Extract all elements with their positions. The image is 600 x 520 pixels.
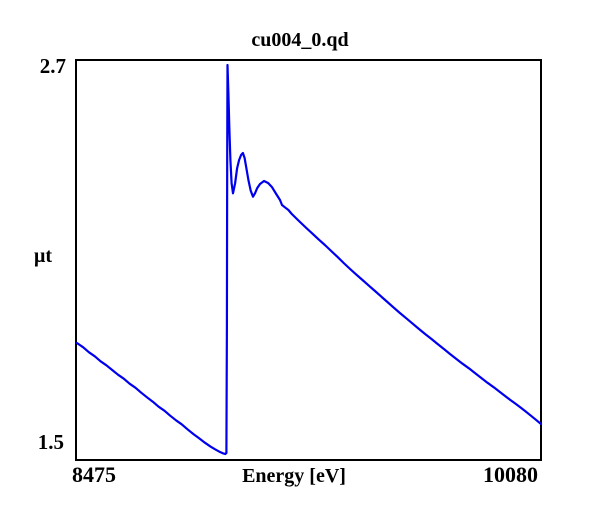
y-axis-title: μt <box>34 245 52 267</box>
y-axis-min-label: 1.5 <box>37 430 64 454</box>
chart-title: cu004_0.qd <box>251 29 349 51</box>
x-axis-max-label: 10080 <box>483 462 538 487</box>
x-axis-title: Energy [eV] <box>242 465 346 487</box>
y-axis-max-label: 2.7 <box>39 54 66 78</box>
plot-frame <box>75 59 542 461</box>
x-axis-min-label: 8475 <box>72 462 116 487</box>
spectrum-line <box>75 63 543 456</box>
